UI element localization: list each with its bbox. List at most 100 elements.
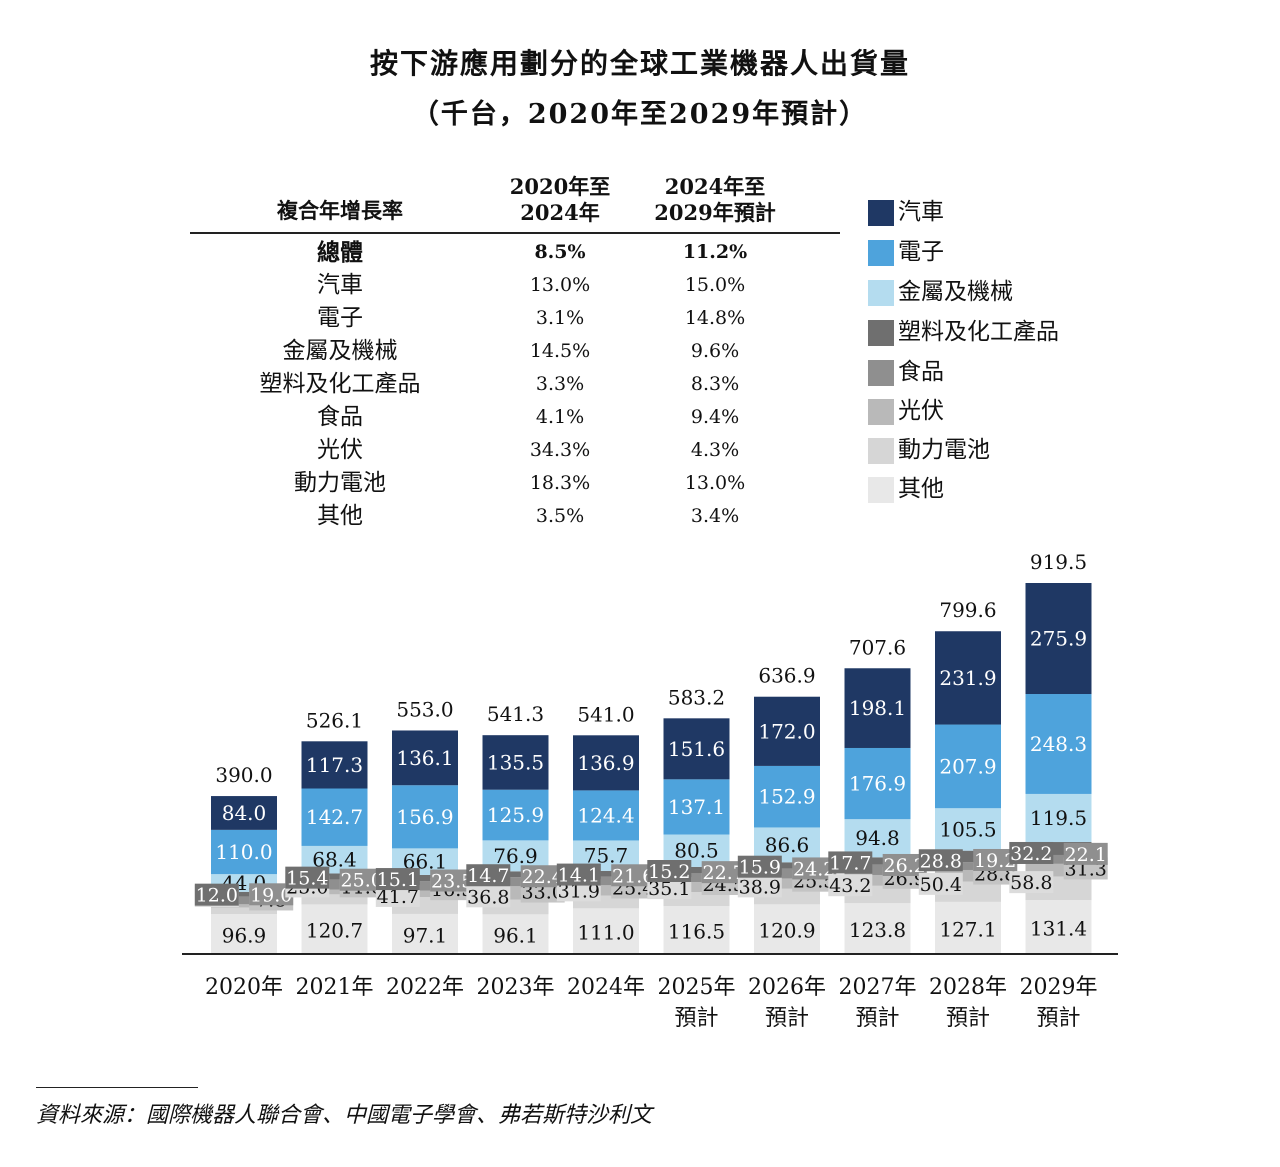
table-row-cagr-2020-2024: 34.3% — [529, 439, 591, 461]
bar-segment-electronics — [754, 765, 820, 828]
table-row-name: 汽車 — [317, 272, 363, 298]
bar-segment-food — [754, 868, 820, 879]
table-row-name: 總體 — [317, 239, 363, 266]
total-label: 919.5 — [1030, 550, 1087, 574]
bar-segment-photovoltaic — [211, 904, 277, 908]
data-label-power-battery: 38.9 — [739, 876, 781, 898]
table-row-name: 光伏 — [317, 437, 363, 463]
data-label-bg-power-battery — [647, 877, 692, 900]
bar-segment-electronics — [392, 785, 458, 849]
bar-segment-electronics — [1025, 694, 1092, 794]
table-row: 電子 3.1% 14.8% — [190, 302, 840, 335]
data-label-food: 22.4 — [522, 866, 564, 888]
data-label-food: 19.0 — [250, 884, 292, 906]
bar-segment-others — [392, 913, 458, 953]
data-label-bg-plastics-chemicals — [194, 883, 239, 906]
data-label-bg-power-battery — [1009, 871, 1054, 894]
legend-swatch-food — [868, 360, 894, 386]
bar-segment-metal-machinery — [935, 808, 1001, 851]
table-row: 光伏 34.3% 4.3% — [190, 434, 840, 467]
legend-label-power-battery: 動力電池 — [898, 437, 990, 463]
bar-segment-photovoltaic — [301, 889, 368, 895]
x-tick-label: 預計 — [946, 1006, 990, 1031]
bar-segment-food — [1025, 854, 1092, 864]
bar-segment-photovoltaic — [392, 890, 458, 898]
bar-segment-electronics — [301, 788, 368, 846]
x-tick-label: 2029年 — [1020, 975, 1098, 1000]
data-label-bg-plastics-chemicals — [466, 864, 511, 887]
data-label-bg-food — [792, 857, 837, 880]
x-tick-label: 2024年 — [567, 975, 645, 1000]
table-row-cagr-2024-2029: 3.4% — [690, 505, 740, 527]
x-tick-label: 預計 — [1036, 1006, 1080, 1031]
legend-item-photovoltaic: 光伏 — [868, 396, 1228, 426]
total-label: 541.3 — [487, 702, 544, 726]
data-label-others: 127.1 — [939, 917, 996, 941]
table-row-cagr-2024-2029: 11.2% — [682, 241, 748, 263]
bar-segment-auto — [935, 631, 1001, 725]
bar-segment-food — [573, 876, 639, 886]
table-col2-header-line1: 2024年至 — [664, 174, 766, 199]
legend-label-others: 其他 — [898, 476, 944, 502]
bar-segment-photovoltaic — [935, 869, 1001, 882]
bar-segment-auto — [1025, 583, 1092, 695]
x-tick-label: 2026年 — [748, 975, 826, 1000]
legend-label-plastics-chemicals: 塑料及化工產品 — [898, 319, 1059, 345]
legend-item-auto: 汽車 — [868, 197, 1228, 227]
data-label-others: 97.1 — [403, 923, 448, 947]
bar-segment-food — [935, 862, 1001, 870]
data-label-bg-plastics-chemicals — [556, 863, 601, 886]
data-label-bg-food — [339, 868, 384, 891]
x-tick-label: 預計 — [674, 1006, 718, 1031]
data-label-bg-plastics-chemicals — [647, 860, 692, 883]
data-label-auto: 84.0 — [222, 801, 267, 825]
data-label-metal-machinery: 76.9 — [493, 844, 538, 868]
source-note: 資料來源：國際機器人聯合會、中國電子學會、弗若斯特沙利文 — [36, 1103, 653, 1128]
bar-segment-plastics-chemicals — [211, 891, 277, 897]
legend-swatch-power-battery — [868, 438, 894, 464]
data-label-power-battery: 31.9 — [558, 880, 600, 902]
x-tick-label: 預計 — [855, 1006, 899, 1031]
data-label-metal-machinery: 86.6 — [765, 833, 810, 857]
data-label-bg-power-battery — [918, 872, 963, 895]
bar-segment-others — [935, 901, 1001, 953]
table-row-cagr-2020-2024: 13.0% — [529, 274, 591, 296]
bar-segment-auto — [573, 735, 639, 791]
table-header-divider — [190, 232, 840, 234]
data-label-auto: 231.9 — [939, 666, 996, 690]
bar-segment-others — [663, 906, 730, 953]
data-label-electronics: 124.4 — [577, 803, 634, 827]
bar-segment-metal-machinery — [844, 819, 911, 858]
bar-segment-electronics — [211, 829, 277, 875]
data-label-electronics: 142.7 — [306, 805, 363, 829]
bar-segment-plastics-chemicals — [935, 850, 1001, 863]
data-label-auto: 136.1 — [396, 746, 453, 770]
bar-segment-photovoltaic — [844, 874, 911, 886]
data-label-plastics-chemicals: 17.7 — [829, 852, 871, 874]
data-label-food: 23.5 — [431, 871, 473, 893]
data-label-power-battery: 50.4 — [920, 874, 962, 896]
table-row: 總體 8.5% 11.2% — [190, 236, 840, 269]
table-row: 金屬及機械 14.5% 9.6% — [190, 335, 840, 368]
data-label-auto: 117.3 — [306, 753, 363, 777]
chart-title: 按下游應用劃分的全球工業機器人出貨量 — [369, 47, 910, 80]
data-label-electronics: 207.9 — [939, 754, 996, 778]
x-tick-label: 2023年 — [477, 975, 555, 1000]
bar-segment-electronics — [935, 724, 1001, 809]
data-label-electronics: 156.9 — [396, 805, 453, 829]
bar-segment-auto — [754, 696, 820, 766]
x-tick-label: 預計 — [765, 1006, 809, 1031]
bar-segment-photovoltaic — [573, 885, 639, 896]
table-row-cagr-2024-2029: 8.3% — [690, 373, 740, 395]
data-label-food: 25.0 — [341, 870, 383, 892]
legend-item-electronics: 電子 — [868, 237, 1228, 267]
source-divider — [36, 1087, 198, 1088]
bar-segment-plastics-chemicals — [844, 857, 911, 865]
bar-segment-auto — [301, 741, 368, 789]
data-label-bg-food — [430, 869, 475, 892]
data-label-electronics: 137.1 — [668, 795, 725, 819]
bar-segment-electronics — [482, 789, 549, 841]
data-label-bg-food — [973, 848, 1018, 871]
data-label-food: 22.1 — [1065, 844, 1107, 866]
